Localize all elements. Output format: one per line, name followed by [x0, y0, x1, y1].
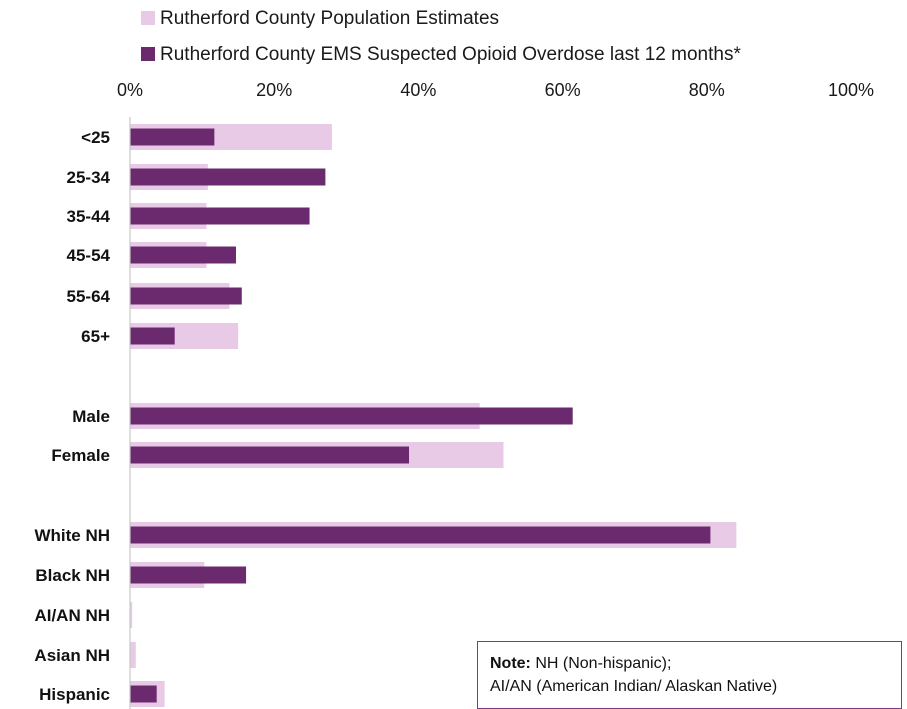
category-label: AI/AN NH	[34, 606, 110, 625]
category-label: 55-64	[67, 287, 111, 306]
note-line-1: Note: NH (Non-hispanic);	[490, 652, 889, 675]
category-label: Female	[51, 446, 110, 465]
legend-item-ems: Rutherford County EMS Suspected Opioid O…	[141, 44, 741, 66]
legend-item-population: Rutherford County Population Estimates	[141, 8, 499, 30]
bar-ems	[130, 168, 326, 186]
bar-ems	[130, 526, 711, 544]
bar-population	[130, 642, 136, 668]
category-label: 65+	[81, 327, 110, 346]
note-box: Note: NH (Non-hispanic); AI/AN (American…	[477, 641, 902, 709]
x-tick-label: 80%	[689, 80, 725, 100]
bar-ems	[130, 446, 410, 464]
legend-swatch-ems	[141, 47, 155, 61]
category-label: Black NH	[35, 566, 110, 585]
category-label: Asian NH	[34, 646, 110, 665]
bar-ems	[130, 207, 310, 225]
category-label: 45-54	[67, 246, 111, 265]
bar-population	[130, 602, 133, 628]
bar-ems	[130, 566, 247, 584]
category-label: Male	[72, 407, 110, 426]
bar-ems	[130, 327, 175, 345]
x-tick-label: 40%	[400, 80, 436, 100]
legend-label-population: Rutherford County Population Estimates	[160, 8, 500, 29]
bar-ems	[130, 246, 236, 264]
x-tick-label: 0%	[117, 80, 143, 100]
note-line-2: AI/AN (American Indian/ Alaskan Native)	[490, 678, 778, 695]
note-label: Note:	[490, 655, 531, 672]
x-tick-label: 100%	[828, 80, 874, 100]
bar-ems	[130, 407, 573, 425]
category-label: Hispanic	[39, 685, 110, 704]
legend-label-ems: Rutherford County EMS Suspected Opioid O…	[160, 44, 741, 65]
bar-ems	[130, 685, 157, 703]
category-label: 25-34	[67, 168, 111, 187]
bar-ems	[130, 287, 242, 305]
category-label: 35-44	[67, 207, 111, 226]
bar-ems	[130, 128, 215, 146]
x-tick-label: 60%	[545, 80, 581, 100]
legend-swatch-population	[141, 11, 155, 25]
category-label: White NH	[34, 526, 110, 545]
x-tick-label: 20%	[256, 80, 292, 100]
category-label: <25	[81, 128, 110, 147]
note-text-1: NH (Non-hispanic);	[535, 655, 672, 672]
